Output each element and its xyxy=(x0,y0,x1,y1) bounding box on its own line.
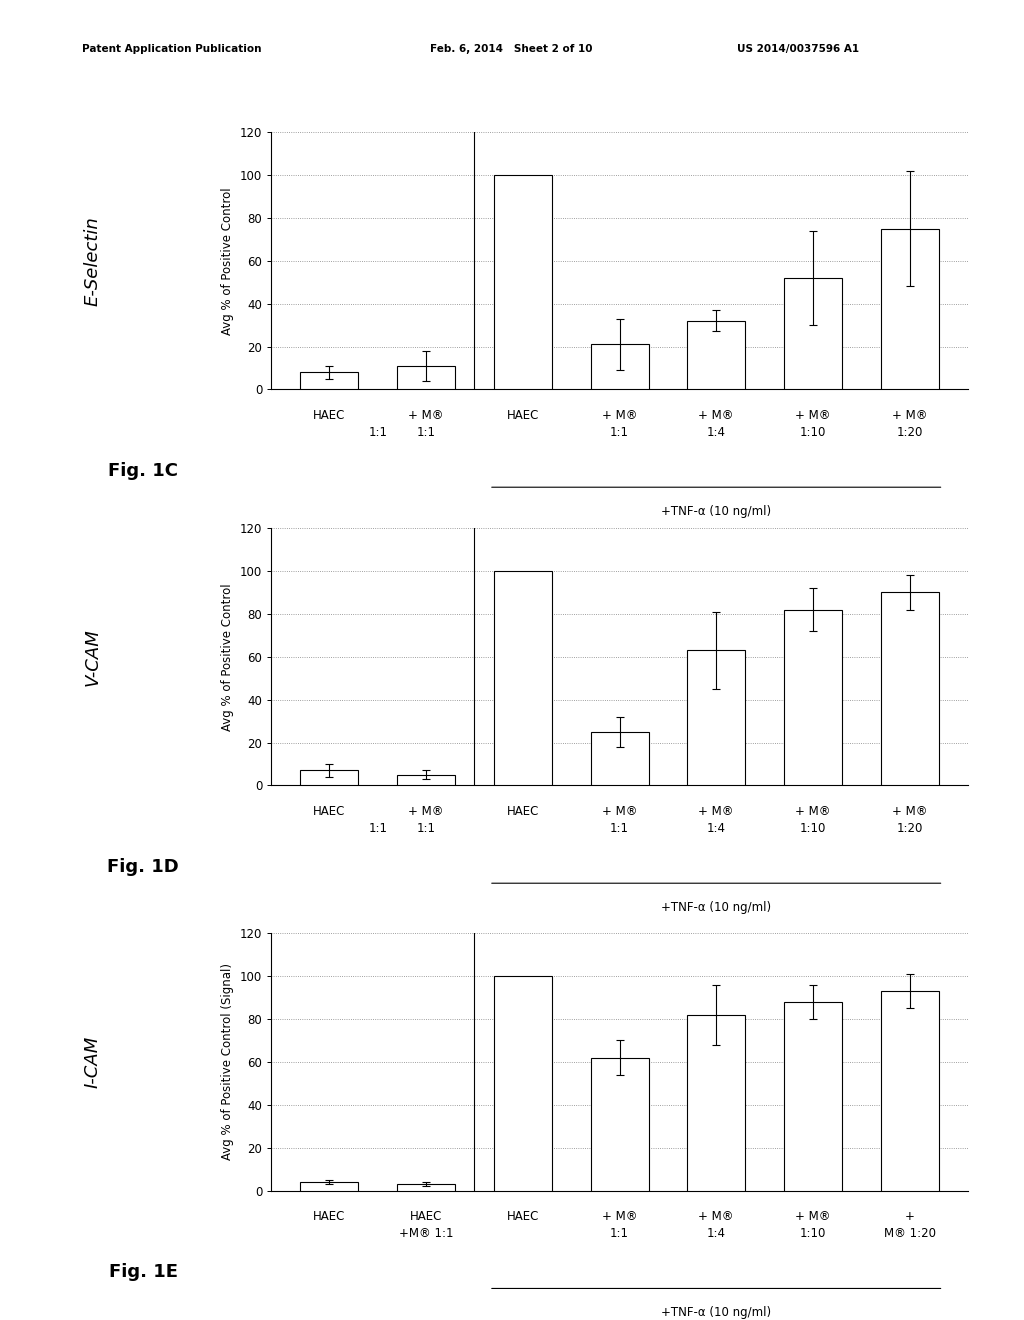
Y-axis label: Avg % of Positive Control (Signal): Avg % of Positive Control (Signal) xyxy=(221,964,234,1160)
Text: 1:20: 1:20 xyxy=(896,425,923,438)
Text: 1:1: 1:1 xyxy=(369,821,387,834)
Text: + M®: + M® xyxy=(698,409,734,422)
Text: +: + xyxy=(905,1210,914,1224)
Text: + M®: + M® xyxy=(796,1210,830,1224)
Text: Fig. 1D: Fig. 1D xyxy=(108,858,179,876)
Text: 1:4: 1:4 xyxy=(707,425,726,438)
Text: + M®: + M® xyxy=(796,409,830,422)
Text: Patent Application Publication: Patent Application Publication xyxy=(82,44,261,54)
Bar xyxy=(300,771,358,785)
Bar xyxy=(397,1184,455,1191)
Bar xyxy=(494,570,552,785)
Text: 1:1: 1:1 xyxy=(610,821,629,834)
Text: Feb. 6, 2014   Sheet 2 of 10: Feb. 6, 2014 Sheet 2 of 10 xyxy=(430,44,593,54)
Y-axis label: Avg % of Positive Control: Avg % of Positive Control xyxy=(221,583,234,730)
Text: + M®: + M® xyxy=(602,409,637,422)
Text: HAEC: HAEC xyxy=(313,805,345,818)
Text: 1:4: 1:4 xyxy=(707,821,726,834)
Bar xyxy=(300,372,358,389)
Text: + M®: + M® xyxy=(796,805,830,818)
Bar xyxy=(687,321,745,389)
Text: HAEC: HAEC xyxy=(507,805,539,818)
Text: HAEC: HAEC xyxy=(313,409,345,422)
Bar xyxy=(591,1057,648,1191)
Text: +TNF-α (10 ng/ml): +TNF-α (10 ng/ml) xyxy=(662,506,771,519)
Text: + M®: + M® xyxy=(602,805,637,818)
Text: 1:1: 1:1 xyxy=(417,821,435,834)
Text: V-CAM: V-CAM xyxy=(83,628,101,685)
Text: Fig. 1C: Fig. 1C xyxy=(109,462,178,480)
Text: 1:1: 1:1 xyxy=(369,425,387,438)
Text: + M®: + M® xyxy=(602,1210,637,1224)
Bar xyxy=(881,991,939,1191)
Text: Fig. 1E: Fig. 1E xyxy=(109,1263,178,1282)
Bar xyxy=(494,176,552,389)
Text: HAEC: HAEC xyxy=(313,1210,345,1224)
Text: 1:1: 1:1 xyxy=(610,1226,629,1239)
Text: + M®: + M® xyxy=(409,409,443,422)
Text: M® 1:20: M® 1:20 xyxy=(884,1226,936,1239)
Text: 1:20: 1:20 xyxy=(896,821,923,834)
Bar xyxy=(784,1002,842,1191)
Text: 1:10: 1:10 xyxy=(800,1226,826,1239)
Text: + M®: + M® xyxy=(698,805,734,818)
Bar xyxy=(687,651,745,785)
Text: + M®: + M® xyxy=(409,805,443,818)
Text: 1:1: 1:1 xyxy=(417,425,435,438)
Bar xyxy=(591,731,648,785)
Bar xyxy=(881,593,939,785)
Text: +M® 1:1: +M® 1:1 xyxy=(398,1226,454,1239)
Bar xyxy=(397,366,455,389)
Text: +TNF-α (10 ng/ml): +TNF-α (10 ng/ml) xyxy=(662,1307,771,1320)
Bar xyxy=(687,1015,745,1191)
Text: 1:10: 1:10 xyxy=(800,425,826,438)
Text: HAEC: HAEC xyxy=(410,1210,442,1224)
Bar xyxy=(300,1183,358,1191)
Text: 1:10: 1:10 xyxy=(800,821,826,834)
Text: E-Selectin: E-Selectin xyxy=(83,216,101,305)
Y-axis label: Avg % of Positive Control: Avg % of Positive Control xyxy=(221,187,234,334)
Bar xyxy=(784,279,842,389)
Text: + M®: + M® xyxy=(892,409,928,422)
Bar xyxy=(881,228,939,389)
Bar xyxy=(591,345,648,389)
Text: 1:1: 1:1 xyxy=(610,425,629,438)
Bar xyxy=(784,610,842,785)
Text: +TNF-α (10 ng/ml): +TNF-α (10 ng/ml) xyxy=(662,902,771,915)
Bar xyxy=(494,975,552,1191)
Text: HAEC: HAEC xyxy=(507,1210,539,1224)
Text: 1:4: 1:4 xyxy=(707,1226,726,1239)
Text: + M®: + M® xyxy=(698,1210,734,1224)
Text: US 2014/0037596 A1: US 2014/0037596 A1 xyxy=(737,44,859,54)
Text: I-CAM: I-CAM xyxy=(83,1036,101,1088)
Text: HAEC: HAEC xyxy=(507,409,539,422)
Text: + M®: + M® xyxy=(892,805,928,818)
Bar xyxy=(397,775,455,785)
